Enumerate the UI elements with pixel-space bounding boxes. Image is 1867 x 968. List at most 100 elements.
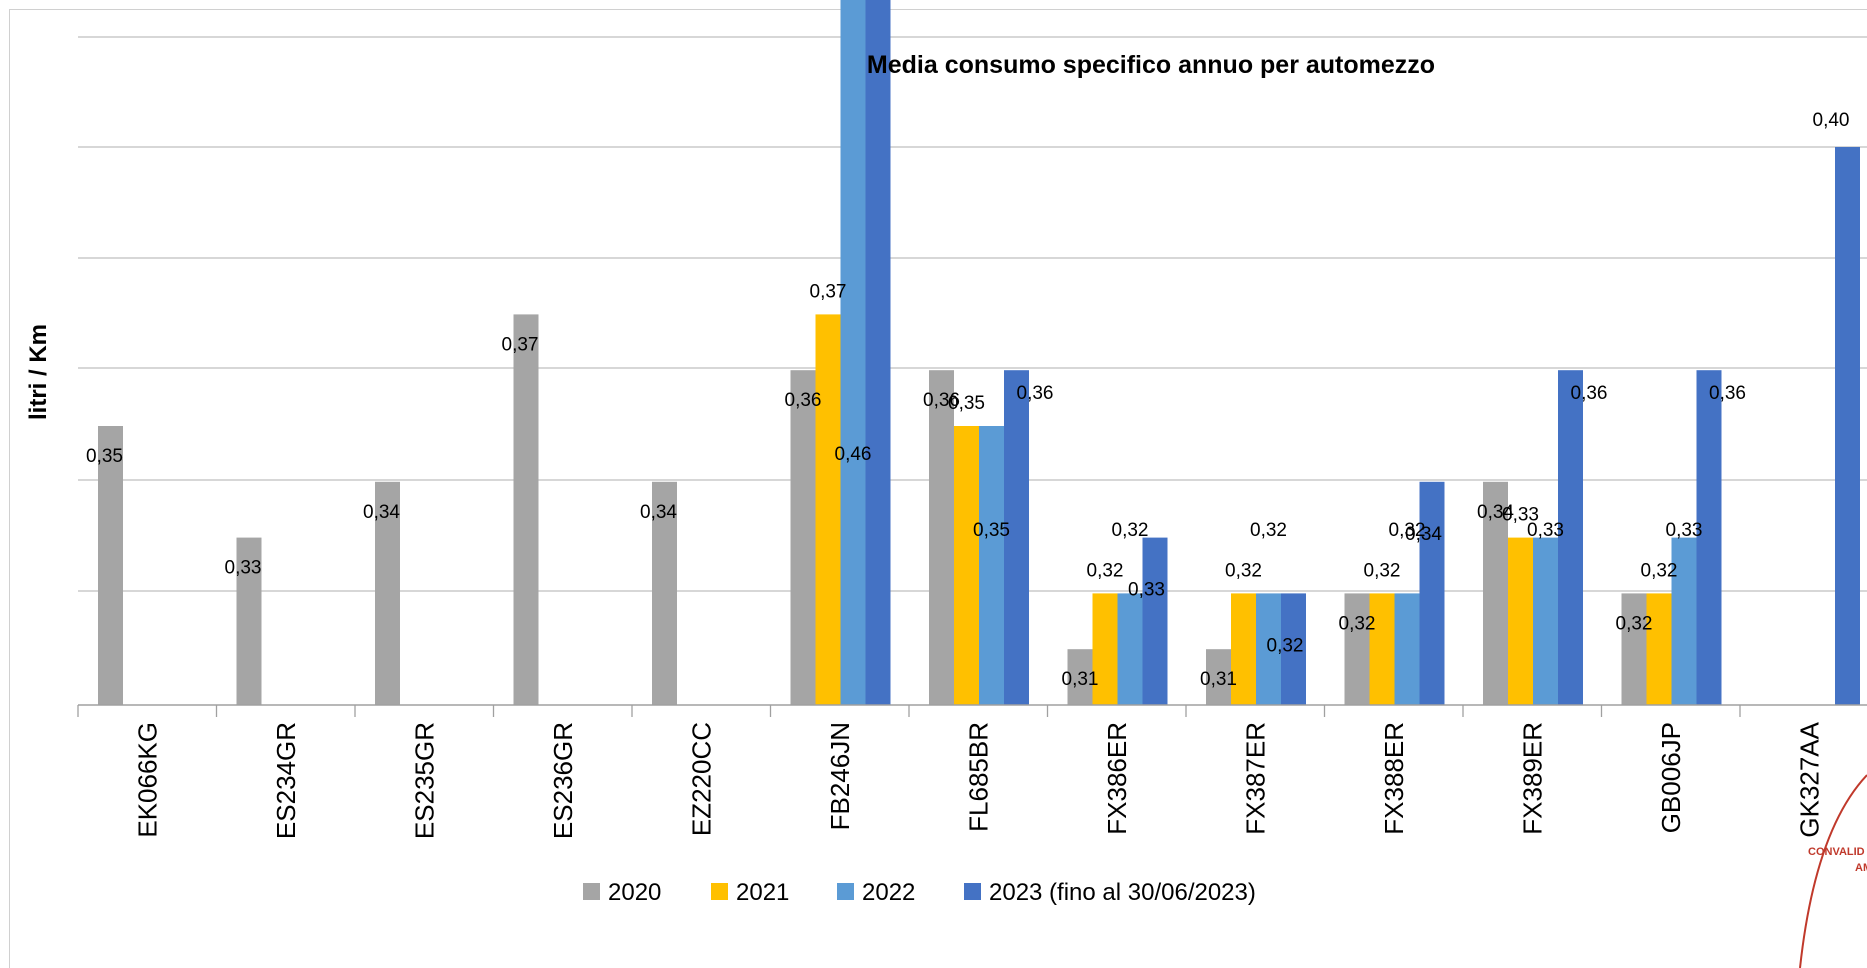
bar-ES235GR-2020 [375,481,400,705]
y-axis-title: litri / Km [25,324,52,420]
data-label-FX386ER-2020: 0,31 [1062,669,1099,690]
data-label-FX389ER-2020: 0,34 [1477,502,1514,523]
data-label-FX387ER-2022: 0,32 [1250,520,1287,541]
bar-FX389ER-2020 [1483,481,1508,705]
bar-GK327AA-2023 [1835,147,1860,705]
legend: 2020 2021 2022 2023 (fino al 30/06/2023) [583,879,1256,906]
data-label-FL685BR-2023: 0,36 [1017,383,1054,404]
x-tick-label-FX386ER: FX386ER [1102,722,1132,835]
data-label-FX388ER-2023: 0,34 [1405,524,1442,545]
x-tick-label-ES234GR: ES234GR [271,722,301,839]
bar-FB246JN-2020 [790,370,816,705]
data-label-FL685BR-2021: 0,35 [948,393,985,414]
data-label-FX386ER-2023: 0,33 [1128,580,1165,601]
data-label-FX386ER-2022: 0,32 [1112,520,1149,541]
legend-label-1: 2021 [736,879,789,906]
data-labels: 0,350,330,340,370,340,36 0,360,31 0,310,32… [86,110,1850,690]
chart-frame [9,9,1867,968]
x-tick-label-ES236GR: ES236GR [548,722,578,839]
x-tick-label-FX387ER: FX387ER [1240,722,1270,835]
stamp-outline [1799,774,1867,968]
bar-GB006JP-2021 [1646,593,1672,705]
data-label-FX387ER-2023: 0,32 [1267,635,1304,656]
x-axis: EK066KG ES234GR ES235GR ES236GR EZ220CC FB246… [77,704,1867,839]
bar-FL685BR-2021 [954,426,979,705]
x-tick-label-EZ220CC: EZ220CC [686,722,716,836]
data-label-GB006JP-2021: 0,32 [1641,560,1678,581]
data-label-EK066KG-2020: 0,35 [86,446,123,467]
x-tick-label-GK327AA: GK327AA [1794,721,1824,837]
x-tick-label-FX388ER: FX388ER [1379,722,1409,835]
bar-GB006JP-2022 [1671,537,1697,705]
data-label-FL685BR-2022: 0,35 [973,520,1010,541]
bar-EK066KG-2020 [98,426,123,705]
legend-swatch-2 [837,883,854,900]
bar-ES234GR-2020 [236,537,262,705]
data-label-ES236GR-2020: 0,37 [502,334,539,355]
bar-EZ220CC-2020 [652,481,677,705]
bar-FX387ER-2021 [1231,593,1256,705]
bar-FX388ER-2020 [1344,593,1370,705]
data-label-EZ220CC-2020: 0,34 [640,502,677,523]
bar-FX389ER-2022 [1533,537,1558,705]
bar-FX389ER-2023 [1558,370,1583,705]
bar-FB246JN-2023 [865,0,891,706]
x-tick-label-GB006JP: GB006JP [1656,722,1686,833]
bar-FX387ER-2023 [1281,593,1306,705]
bar-FL685BR-2023 [1004,370,1029,705]
data-label-FX388ER-2021: 0,32 [1364,560,1401,581]
bar-GB006JP-2020 [1621,593,1647,705]
bar-FX386ER-2021 [1092,593,1118,705]
data-label-FX388ER-2022: 0,32 [1389,520,1426,541]
legend-label-3: 2023 (fino al 30/06/2023) [989,879,1256,906]
data-label-GB006JP-2022: 0,33 [1666,520,1703,541]
data-label-FX386ER-2021: 0,32 [1087,560,1124,581]
data-label-FX387ER-2020: 0,31 [1200,669,1237,690]
bar-FL685BR-2020 [929,370,954,705]
data-label-ES235GR-2020: 0,34 [363,502,400,523]
data-label-FB246JN-2022: 0,46 [835,444,872,465]
x-tick-label-EK066KG: EK066KG [132,722,162,838]
data-label-ES234GR-2020: 0,33 [225,558,262,579]
bar-FL685BR-2022 [979,426,1004,705]
bars [98,0,1860,706]
bar-ES236GR-2020 [513,314,539,705]
bar-FX386ER-2022 [1117,593,1143,705]
chart-title: Media consumo specifico annuo per autome… [867,51,1435,79]
data-label-FX387ER-2021: 0,32 [1225,560,1262,581]
bar-FX387ER-2020 [1206,649,1231,705]
bar-FX386ER-2020 [1067,649,1093,705]
bar-FX389ER-2021 [1508,537,1533,705]
data-label-FB246JN-2020: 0,36 [785,390,822,411]
x-tick-label-FX389ER: FX389ER [1517,722,1547,835]
legend-label-2: 2022 [862,879,915,906]
bar-FX387ER-2022 [1256,593,1281,705]
stamp-text-1: CONVALID [1808,846,1865,858]
data-label-FL685BR-2020: 0,36 [923,390,960,411]
data-label-GK327AA-2023: 0,40 [1813,110,1850,131]
validation-stamp: CONVALID AM [1799,774,1867,968]
bar-FX388ER-2023 [1419,481,1445,705]
legend-swatch-0 [583,883,600,900]
stamp-text-2: AM [1855,862,1867,874]
legend-label-0: 2020 [608,879,661,906]
data-label-FB246JN-2021: 0,37 [810,281,847,302]
data-label-FX388ER-2020: 0,32 [1339,613,1376,634]
x-tick-label-ES235GR: ES235GR [409,722,439,839]
legend-swatch-1 [711,883,728,900]
bar-GB006JP-2023 [1696,370,1722,705]
bar-FB246JN-2021 [815,314,841,705]
bar-FX386ER-2023 [1142,537,1168,705]
data-label-FX389ER-2023: 0,36 [1571,383,1608,404]
x-tick-label-FB246JN: FB246JN [825,722,855,830]
x-tick-label-FL685BR: FL685BR [963,722,993,832]
data-label-GB006JP-2020: 0,32 [1616,613,1653,634]
data-label-GB006JP-2023: 0,36 [1709,383,1746,404]
data-label-FX389ER-2022: 0,33 [1527,520,1564,541]
data-label-FX389ER-2021: 0,33 [1502,505,1539,526]
bar-FX388ER-2021 [1369,593,1395,705]
legend-swatch-3 [964,883,981,900]
bar-FX388ER-2022 [1394,593,1420,705]
bar-FB246JN-2022 [840,0,866,705]
